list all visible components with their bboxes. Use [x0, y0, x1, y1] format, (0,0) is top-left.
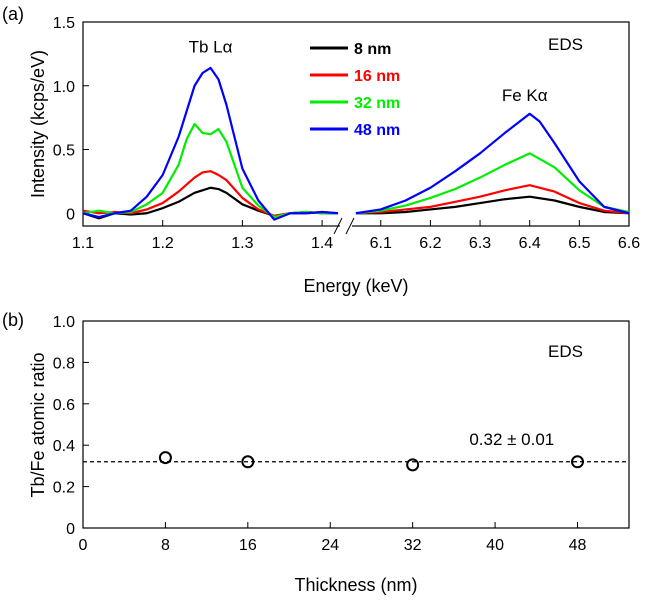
panel-b-x-tick-label: 8 — [161, 537, 170, 554]
panel-a-y-tick-label: 0.5 — [53, 143, 75, 160]
panel-a-x-tick-label: 1.4 — [311, 235, 333, 252]
panel-a-y-tick-label: 1.5 — [53, 15, 75, 32]
panel-b-x-tick-label: 16 — [239, 537, 257, 554]
panel-a-y-tick-label: 0 — [66, 206, 75, 223]
panel-a-legend: 8 nm 16 nm 32 nm 48 nm — [310, 41, 400, 139]
data-point — [160, 452, 171, 463]
panel-b-y-tick-label: 0.2 — [53, 480, 75, 497]
panel-a-x-axis-label: Energy (keV) — [303, 276, 408, 296]
panel-a-eds-annotation: EDS — [548, 35, 583, 54]
panel-a-x-tick-label: 6.2 — [419, 235, 441, 252]
panel-b-y-tick-label: 0.8 — [53, 355, 75, 372]
panel-b-y-tick-label: 0.6 — [53, 397, 75, 414]
legend-label-16nm: 16 nm — [354, 68, 400, 85]
panel-a-x-tick-label: 6.3 — [469, 235, 491, 252]
panel-b-y-tick-label: 0 — [66, 521, 75, 538]
panel-b-x-tick-label: 32 — [404, 537, 422, 554]
panel-a-y-tick-label: 1.0 — [53, 79, 75, 96]
panel-b-y-axis-label: Tb/Fe atomic ratio — [28, 352, 48, 497]
legend-label-8nm: 8 nm — [354, 41, 391, 58]
panel-b-y-tick-label: 1.0 — [53, 314, 75, 331]
panel-b-x-axis-label: Thickness (nm) — [294, 575, 417, 595]
peak-label-tb: Tb Lα — [189, 38, 233, 57]
series-line-16nm-tb-region — [83, 171, 338, 216]
series-line-48nm-tb-region — [83, 68, 338, 220]
panel-a-x-tick-label: 6.1 — [370, 235, 392, 252]
panel-a-x-tick-label: 6.4 — [519, 235, 541, 252]
panel-a-x-tick-label: 6.6 — [618, 235, 640, 252]
peak-label-fe: Fe Kα — [502, 86, 548, 105]
panel-a-x-tick-label: 1.1 — [72, 235, 94, 252]
panel-b-y-tick-label: 0.4 — [53, 438, 75, 455]
panel-b: (b) 0 8 16 24 32 40 48 0 0.2 0.4 0.6 0.8 1.0 0.32 ± … — [2, 310, 629, 595]
panel-a: (a) 1.1 1.2 1.3 1.4 6.1 6.2 6.3 6.4 6.5 6.6 0 0.5 1.… — [2, 4, 640, 296]
panel-b-eds-annotation: EDS — [548, 342, 583, 361]
panel-b-x-tick-label: 24 — [321, 537, 339, 554]
panel-a-x-tick-label: 1.2 — [152, 235, 174, 252]
legend-label-32nm: 32 nm — [354, 95, 400, 112]
panel-b-x-tick-label: 40 — [486, 537, 504, 554]
panel-a-x-tick-label: 6.5 — [568, 235, 590, 252]
legend-label-48nm: 48 nm — [354, 122, 400, 139]
data-point — [407, 459, 418, 470]
reference-line-label: 0.32 ± 0.01 — [469, 430, 554, 449]
panel-a-y-axis-label: Intensity (kcps/eV) — [28, 50, 48, 198]
panel-b-x-tick-label: 0 — [79, 537, 88, 554]
panel-a-x-tick-label: 1.3 — [231, 235, 253, 252]
panel-b-x-tick-label: 48 — [569, 537, 587, 554]
panel-b-label: (b) — [2, 310, 24, 330]
panel-a-label: (a) — [2, 4, 24, 24]
